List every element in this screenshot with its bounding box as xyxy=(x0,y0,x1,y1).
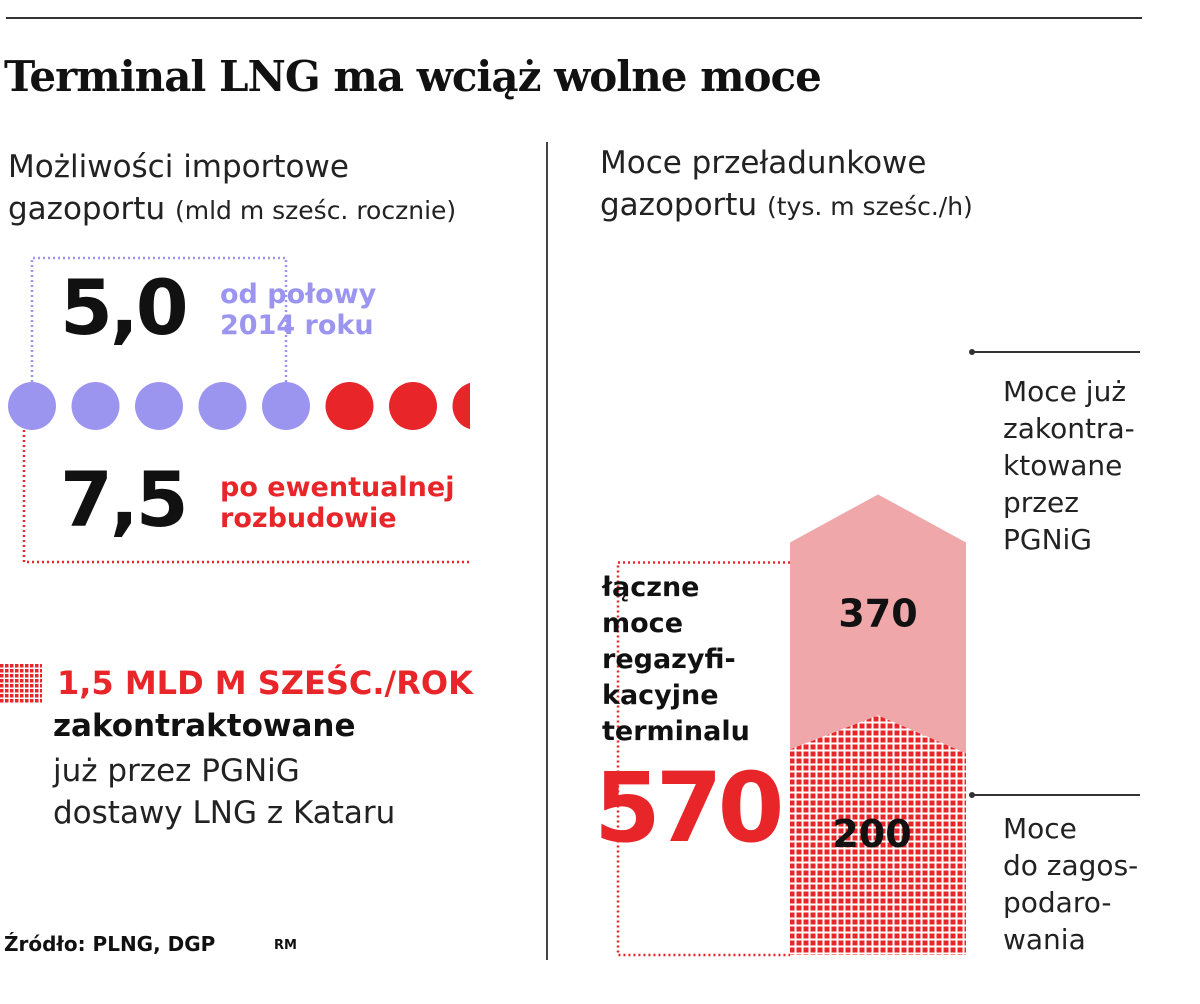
total-label-line5: terminalu xyxy=(602,716,750,747)
capacity-dot-current xyxy=(198,382,247,430)
panel-divider xyxy=(546,142,548,960)
right-subtitle: Moce przeładunkowe gazoportu (tys. m sze… xyxy=(600,142,973,228)
contract-details: już przez PGNiG dostawy LNG z Kataru xyxy=(53,750,395,834)
source-note: Źródło: PLNG, DGP xyxy=(4,932,216,956)
contract-line2: już przez PGNiG xyxy=(53,753,300,789)
capacity-dot-expansion xyxy=(389,382,437,430)
capacity-dot-expansion xyxy=(325,382,374,430)
left-subtitle-line2: gazoportu (mld m sześc. rocznie) xyxy=(8,191,457,227)
left-subtitle-unit: (mld m sześc. rocznie) xyxy=(174,196,457,225)
expanded-bracket xyxy=(22,430,470,564)
capacity-dot-current xyxy=(71,382,120,430)
total-capacity-value: 570 xyxy=(594,752,784,864)
capacity-dot-current xyxy=(135,382,183,430)
top-rule xyxy=(6,17,1142,19)
ann-top-line2: zakontra- xyxy=(1003,412,1135,445)
contract-line1: zakontraktowane xyxy=(53,708,356,744)
total-label-line3: regazyfi- xyxy=(602,644,736,675)
current-label-line2: 2014 roku xyxy=(220,310,374,341)
capacity-dot-expansion xyxy=(452,382,470,430)
total-bracket xyxy=(616,561,790,957)
contract-pattern-icon xyxy=(0,664,42,704)
value-label-available: 200 xyxy=(832,812,911,856)
ann-top-line4: przez xyxy=(1003,486,1079,519)
capacity-bar-chart: 370 200 xyxy=(616,349,1140,957)
bar-layer: 370 200 xyxy=(616,349,1140,957)
ann-top-line3: ktowane xyxy=(1003,449,1123,482)
author-initials: RM xyxy=(274,938,297,953)
total-label-line2: moce xyxy=(602,608,683,639)
annotation-contracted: Moce już zakontra- ktowane przez PGNiG xyxy=(1003,373,1135,558)
ann-top-line1: Moce już xyxy=(1003,375,1127,408)
contract-line3: dostawy LNG z Kataru xyxy=(53,795,396,831)
left-subtitle-line1: Możliwości importowe xyxy=(8,149,349,185)
dots-layer xyxy=(8,382,470,430)
left-subtitle: Możliwości importowe gazoportu (mld m sz… xyxy=(8,146,456,232)
current-capacity-value: 5,0 xyxy=(60,263,189,352)
expanded-capacity-value: 7,5 xyxy=(60,455,189,544)
total-capacity-label: łączne moce regazyfi- kacyjne terminalu xyxy=(602,570,750,750)
current-label-line1: od połowy xyxy=(220,279,377,310)
right-subtitle-line2: gazoportu (tys. m sześc./h) xyxy=(600,187,973,223)
current-capacity-label: od połowy 2014 roku xyxy=(220,279,376,341)
ann-top-line5: PGNiG xyxy=(1003,523,1093,556)
dot-guides xyxy=(22,256,470,564)
bar-segment-available xyxy=(790,715,966,955)
total-label-line1: łączne xyxy=(602,572,700,603)
import-dots-chart xyxy=(8,256,470,564)
ann-bottom-line4: wania xyxy=(1003,923,1086,956)
expanded-label-line1: po ewentualnej xyxy=(220,472,455,503)
ann-bottom-line2: do zagos- xyxy=(1003,849,1139,882)
ann-bottom-line3: podaro- xyxy=(1003,886,1112,919)
expanded-label-line2: rozbudowie xyxy=(220,503,397,534)
right-subtitle-unit: (tys. m sześc./h) xyxy=(766,192,973,221)
capacity-dot-current xyxy=(262,382,310,430)
bar-segment-contracted xyxy=(790,494,966,754)
annotation-available: Moce do zagos- podaro- wania xyxy=(1003,810,1138,958)
value-label-contracted: 370 xyxy=(838,591,917,635)
ann-bottom-line1: Moce xyxy=(1003,812,1077,845)
total-label-line4: kacyjne xyxy=(602,680,719,711)
chart-title: Terminal LNG ma wciąż wolne moce xyxy=(4,52,822,101)
current-bracket xyxy=(30,256,288,382)
right-subtitle-line1: Moce przeładunkowe xyxy=(600,145,927,181)
capacity-dot-current xyxy=(8,382,56,430)
expanded-capacity-label: po ewentualnej rozbudowie xyxy=(220,472,454,534)
contract-headline: 1,5 MLD M SZEŚC./ROK xyxy=(57,664,473,702)
